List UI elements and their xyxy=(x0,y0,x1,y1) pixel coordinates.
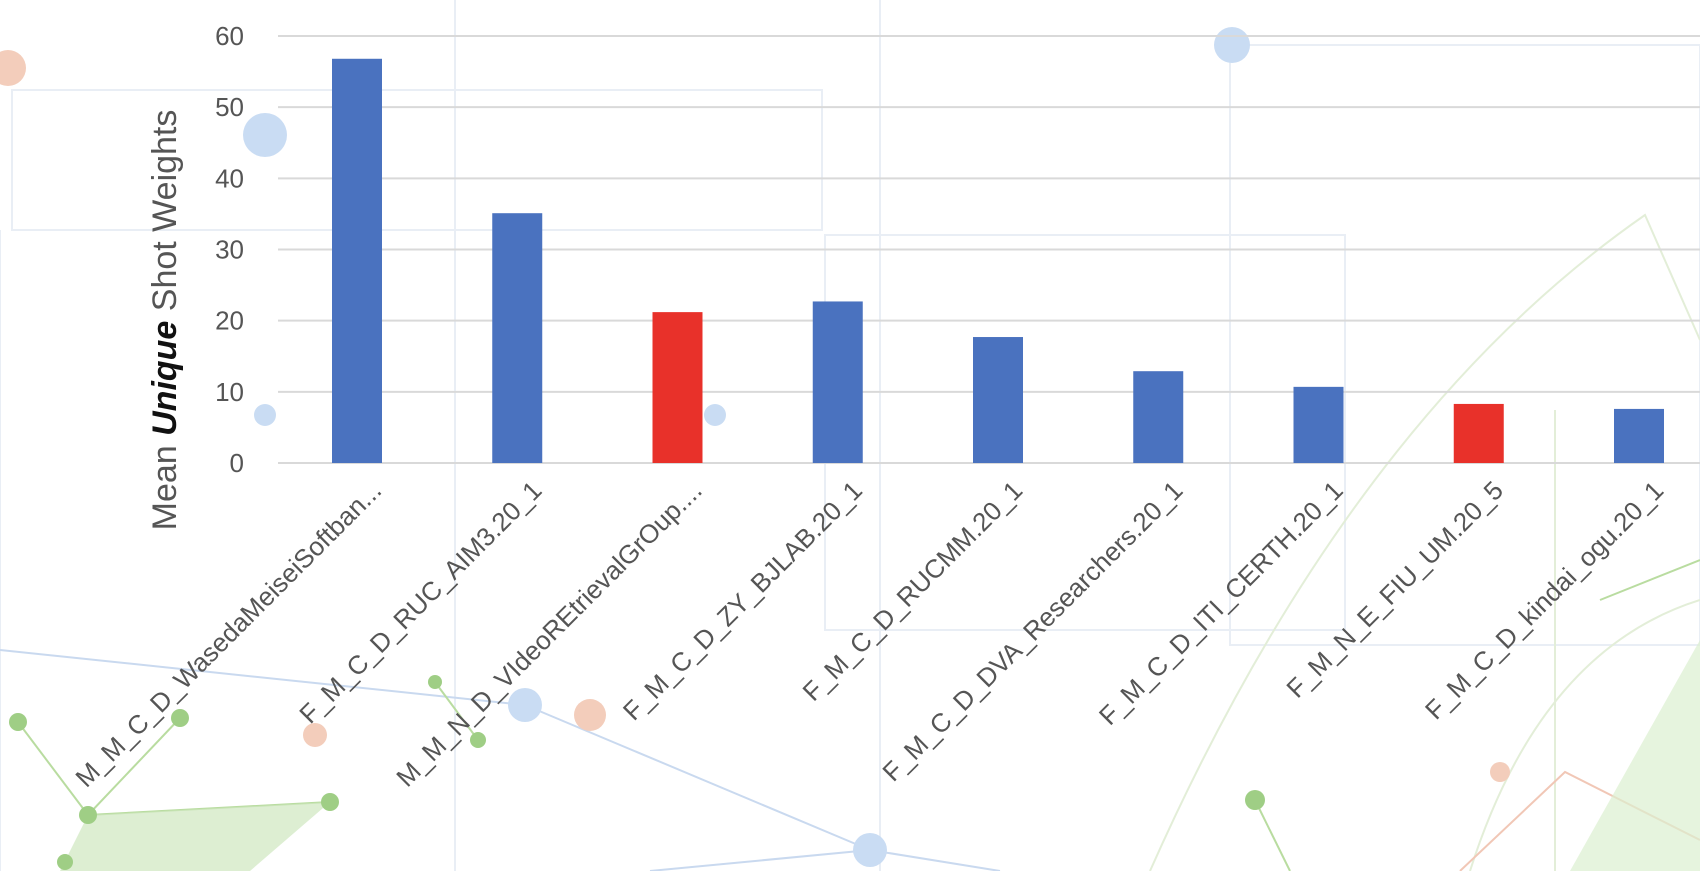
y-tick-label: 20 xyxy=(215,306,244,336)
bar xyxy=(1453,403,1504,463)
y-axis-title: Mean Unique Shot Weights xyxy=(146,110,184,531)
y-tick-label: 30 xyxy=(215,235,244,265)
y-axis-title-emphasis: Unique xyxy=(146,321,184,436)
bar xyxy=(1293,386,1344,463)
y-axis-title-suffix: Shot Weights xyxy=(146,110,184,321)
y-tick-label: 60 xyxy=(215,21,244,51)
y-tick-label: 40 xyxy=(215,163,244,193)
x-tick-label: M_M_C_D_WasedaMeiseiSoftban... xyxy=(69,475,387,793)
y-tick-label: 50 xyxy=(215,92,244,122)
bar xyxy=(973,337,1023,463)
bar xyxy=(652,312,703,463)
y-axis-title-prefix: Mean xyxy=(146,436,184,531)
bar xyxy=(812,301,863,463)
x-tick-label: F_M_C_D_DVA_Researchers.20_1 xyxy=(876,475,1188,787)
y-tick-label: 10 xyxy=(215,377,244,407)
y-axis-ticks: 0 10 20 30 40 50 60 xyxy=(215,21,244,478)
bar xyxy=(492,213,543,463)
bar xyxy=(332,58,382,463)
bar xyxy=(1133,371,1184,463)
bar xyxy=(1614,408,1664,463)
x-tick-label: M_M_N_D_VIdeoREtrievalGrOup.... xyxy=(390,475,708,793)
x-axis-labels: M_M_C_D_WasedaMeiseiSoftban...F_M_C_D_RU… xyxy=(69,475,1669,793)
y-tick-label: 0 xyxy=(230,448,244,478)
bars xyxy=(332,58,1664,463)
